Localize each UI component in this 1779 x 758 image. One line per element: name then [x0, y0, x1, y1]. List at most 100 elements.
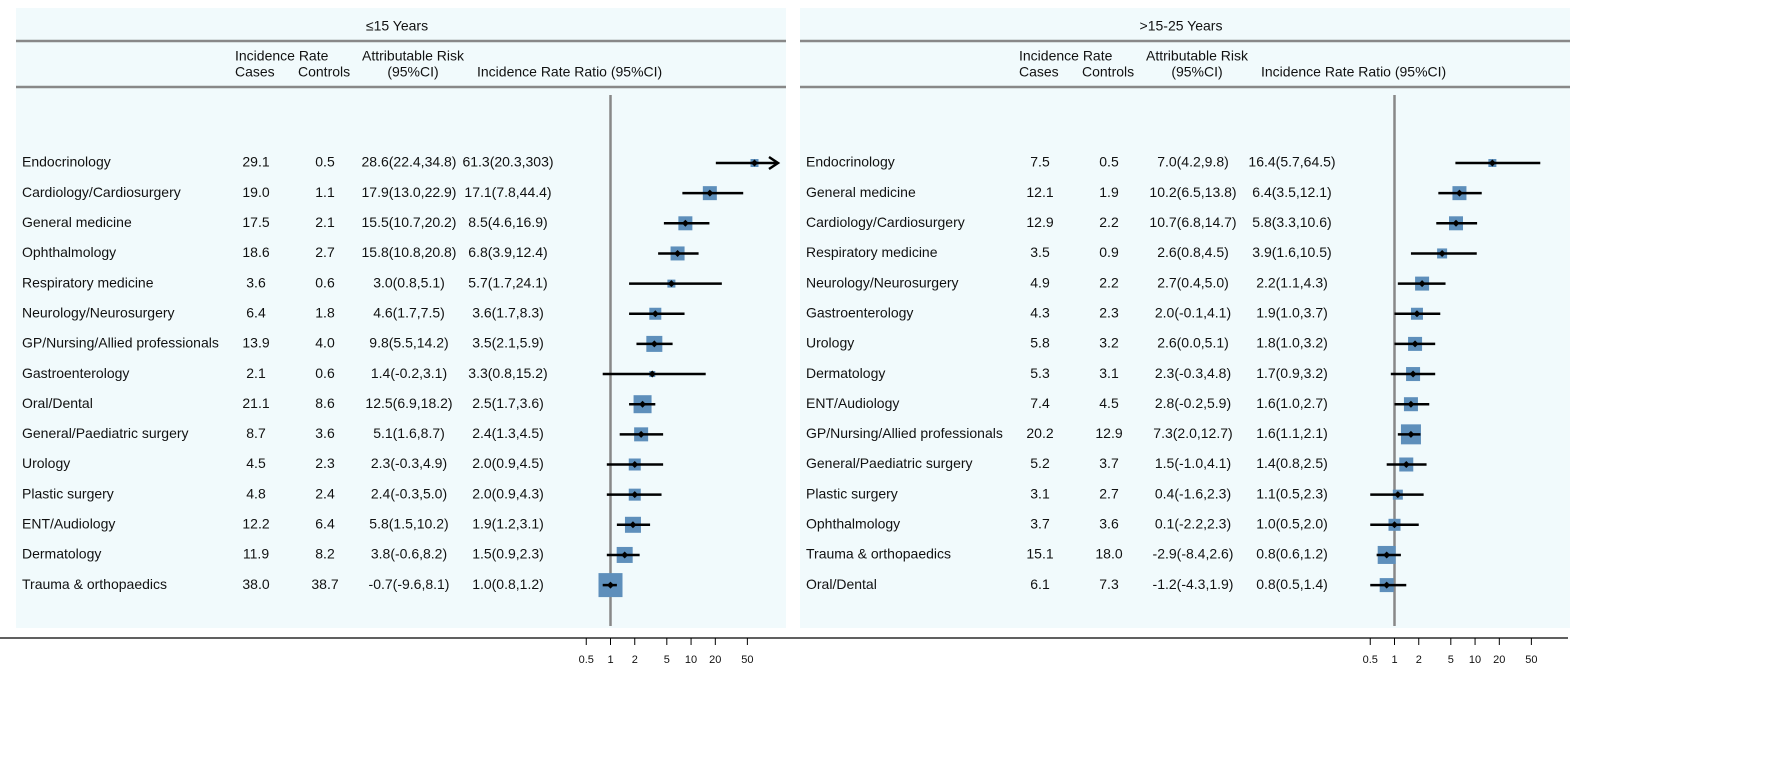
- cases: 38.0: [242, 576, 269, 592]
- irr-label: 1.9(1.0,3.7): [1256, 304, 1328, 320]
- cases: 18.6: [242, 244, 269, 260]
- row-label: Endocrinology: [22, 154, 111, 170]
- attributable-risk: 10.7(6.8,14.7): [1149, 214, 1236, 230]
- attributable-risk: 2.3(-0.3,4.9): [371, 455, 447, 471]
- x-tick-label: 1: [1391, 654, 1397, 666]
- row-label: Gastroenterology: [22, 365, 129, 381]
- controls: 3.1: [1099, 365, 1119, 381]
- point-estimate: [648, 370, 656, 378]
- row-label: Oral/Dental: [806, 576, 877, 592]
- controls: 0.5: [1099, 154, 1119, 170]
- column-header: Controls: [1082, 64, 1134, 80]
- point-estimate: [631, 491, 639, 499]
- row-label: Neurology/Neurosurgery: [806, 274, 959, 290]
- point-estimate: [681, 219, 689, 227]
- point-estimate: [1383, 581, 1391, 589]
- controls: 2.2: [1099, 274, 1119, 290]
- irr-label: 3.5(2.1,5.9): [472, 335, 544, 351]
- column-header: Incidence Rate: [235, 48, 329, 64]
- row-label: Urology: [806, 335, 854, 351]
- row-label: Respiratory medicine: [22, 274, 154, 290]
- point-estimate: [631, 461, 639, 468]
- panel-background: [800, 8, 1570, 628]
- attributable-risk: 2.3(-0.3,4.8): [1155, 365, 1231, 381]
- irr-label: 1.7(0.9,3.2): [1256, 365, 1328, 381]
- cases: 3.7: [1030, 516, 1050, 532]
- cases: 17.5: [242, 214, 269, 230]
- controls: 0.9: [1099, 244, 1119, 260]
- attributable-risk: 15.8(10.8,20.8): [362, 244, 457, 260]
- irr-label: 2.4(1.3,4.5): [472, 425, 544, 441]
- row-label: General medicine: [806, 184, 916, 200]
- column-header: Cases: [235, 64, 275, 80]
- row-label: General/Paediatric surgery: [806, 455, 973, 471]
- cases: 4.9: [1030, 274, 1050, 290]
- column-header: (95%CI): [387, 64, 438, 80]
- cases: 4.8: [246, 485, 266, 501]
- x-tick-label: 2: [1416, 654, 1422, 666]
- cases: 12.9: [1026, 214, 1053, 230]
- controls: 3.2: [1099, 335, 1119, 351]
- row-label: Plastic surgery: [22, 485, 114, 501]
- row-label: Trauma & orthopaedics: [22, 576, 167, 592]
- cases: 5.2: [1030, 455, 1050, 471]
- attributable-risk: 4.6(1.7,7.5): [373, 304, 445, 320]
- row-label: Endocrinology: [806, 154, 895, 170]
- cases: 3.1: [1030, 485, 1050, 501]
- point-estimate: [629, 521, 637, 529]
- row-label: Cardiology/Cardiosurgery: [22, 184, 181, 200]
- attributable-risk: 2.7(0.4,5.0): [1157, 274, 1229, 290]
- controls: 0.6: [315, 365, 335, 381]
- attributable-risk: 7.0(4.2,9.8): [1157, 154, 1229, 170]
- column-header: Controls: [298, 64, 350, 80]
- cases: 8.7: [246, 425, 266, 441]
- attributable-risk: -0.7(-9.6,8.1): [369, 576, 450, 592]
- irr-label: 3.9(1.6,10.5): [1252, 244, 1331, 260]
- attributable-risk: 15.5(10.7,20.2): [362, 214, 457, 230]
- attributable-risk: 1.4(-0.2,3.1): [371, 365, 447, 381]
- cases: 5.3: [1030, 365, 1050, 381]
- controls: 4.0: [315, 335, 335, 351]
- irr-label: 1.1(0.5,2.3): [1256, 485, 1328, 501]
- panel-title: ≤15 Years: [366, 18, 428, 34]
- row-label: Plastic surgery: [806, 485, 898, 501]
- cases: 12.1: [1026, 184, 1053, 200]
- controls: 12.9: [1095, 425, 1122, 441]
- irr-label: 3.6(1.7,8.3): [472, 304, 544, 320]
- point-estimate: [1455, 189, 1463, 197]
- point-estimate: [607, 581, 615, 589]
- point-estimate: [1394, 491, 1402, 499]
- cases: 2.1: [246, 365, 266, 381]
- cases: 3.6: [246, 274, 266, 290]
- attributable-risk: -2.9(-8.4,2.6): [1153, 546, 1234, 562]
- attributable-risk: 2.8(-0.2,5.9): [1155, 395, 1231, 411]
- x-tick-label: 10: [685, 654, 697, 666]
- attributable-risk: 12.5(6.9,18.2): [365, 395, 452, 411]
- column-header: Incidence Rate Ratio (95%CI): [1261, 64, 1446, 80]
- controls: 1.9: [1099, 184, 1119, 200]
- cases: 5.8: [1030, 335, 1050, 351]
- controls: 0.6: [315, 274, 335, 290]
- irr-label: 5.8(3.3,10.6): [1252, 214, 1331, 230]
- controls: 1.8: [315, 304, 335, 320]
- row-label: General medicine: [22, 214, 132, 230]
- x-tick-label: 0.5: [1363, 654, 1378, 666]
- attributable-risk: 5.1(1.6,8.7): [373, 425, 445, 441]
- row-label: Neurology/Neurosurgery: [22, 304, 175, 320]
- controls: 2.3: [315, 455, 335, 471]
- cases: 7.4: [1030, 395, 1050, 411]
- point-estimate: [667, 280, 675, 288]
- irr-label: 1.4(0.8,2.5): [1256, 455, 1328, 471]
- irr-label: 2.0(0.9,4.3): [472, 485, 544, 501]
- point-estimate: [1452, 219, 1460, 227]
- row-label: GP/Nursing/Allied professionals: [806, 425, 1003, 441]
- attributable-risk: 2.0(-0.1,4.1): [1155, 304, 1231, 320]
- cases: 6.4: [246, 304, 266, 320]
- irr-label: 1.0(0.8,1.2): [472, 576, 544, 592]
- column-header: Attributable Risk: [362, 48, 465, 64]
- cases: 4.3: [1030, 304, 1050, 320]
- point-estimate: [1391, 521, 1399, 529]
- irr-label: 16.4(5.7,64.5): [1248, 154, 1335, 170]
- controls: 2.1: [315, 214, 335, 230]
- column-header: Attributable Risk: [1146, 48, 1249, 64]
